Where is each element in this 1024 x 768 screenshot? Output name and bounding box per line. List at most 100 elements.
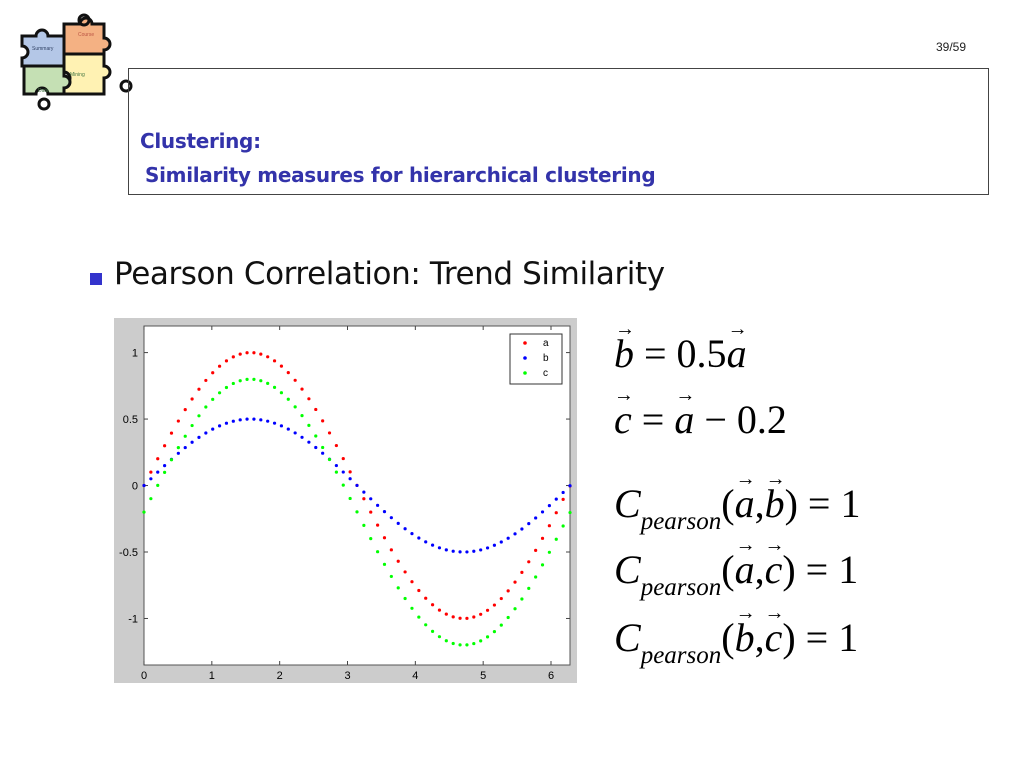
- data-point-b: [293, 431, 297, 435]
- data-point-a: [540, 536, 545, 540]
- data-point-a: [382, 536, 387, 540]
- data-point-c: [252, 377, 256, 381]
- data-point-b: [458, 550, 462, 554]
- puzzle-piece-mining: [62, 52, 112, 96]
- data-point-a: [163, 444, 167, 448]
- data-point-a: [479, 612, 483, 616]
- data-point-c: [451, 641, 455, 646]
- data-point-a: [231, 355, 235, 359]
- data-point-c: [176, 446, 180, 450]
- data-point-a: [327, 431, 332, 435]
- data-point-a: [520, 570, 524, 575]
- data-point-a: [561, 497, 565, 501]
- data-point-a: [252, 351, 256, 355]
- data-point-a: [492, 603, 497, 607]
- data-point-a: [547, 524, 551, 528]
- data-point-a: [266, 355, 270, 359]
- data-point-c: [520, 597, 524, 601]
- data-point-a: [293, 378, 297, 382]
- data-point-c: [396, 586, 400, 590]
- plot-area: [143, 325, 571, 666]
- data-point-c: [534, 575, 538, 579]
- data-point-b: [355, 483, 359, 488]
- data-point-c: [348, 496, 352, 501]
- data-point-c: [279, 391, 284, 395]
- data-point-a: [389, 548, 393, 552]
- y-tick-label: -1: [128, 613, 138, 625]
- data-point-c: [355, 510, 359, 514]
- bullet-marker: [90, 273, 102, 285]
- data-point-a: [362, 497, 366, 501]
- data-point-c: [389, 574, 393, 579]
- legend-label-c: c: [543, 368, 548, 379]
- data-point-b: [211, 427, 215, 431]
- data-point-b: [321, 451, 325, 455]
- data-point-b: [451, 549, 455, 553]
- data-point-b: [568, 484, 572, 488]
- data-point-a: [403, 570, 407, 574]
- data-point-a: [369, 510, 373, 514]
- data-point-a: [437, 608, 442, 612]
- data-point-b: [224, 421, 229, 425]
- data-point-b: [142, 483, 146, 488]
- data-point-b: [279, 424, 284, 428]
- data-point-c: [472, 641, 476, 646]
- data-point-c: [327, 457, 332, 462]
- data-point-c: [211, 397, 215, 401]
- data-point-c: [142, 510, 146, 514]
- data-point-b: [554, 497, 558, 501]
- data-point-c: [341, 483, 345, 487]
- data-point-c: [369, 537, 373, 541]
- data-point-c: [417, 615, 421, 619]
- data-point-c: [479, 639, 483, 643]
- puzzle-label-mining: Mining: [70, 72, 85, 78]
- x-tick-label: 1: [209, 670, 215, 682]
- y-tick-label: 0: [132, 481, 138, 493]
- bullet-text: Pearson Correlation: Trend Similarity: [114, 256, 665, 292]
- data-point-c: [149, 497, 153, 501]
- data-point-a: [183, 408, 187, 412]
- data-point-a: [197, 387, 201, 391]
- data-point-b: [231, 419, 235, 423]
- data-point-b: [362, 490, 366, 494]
- data-point-b: [163, 464, 167, 468]
- data-point-b: [499, 540, 503, 544]
- data-point-b: [410, 532, 414, 536]
- equation-b: b = 0.5a: [614, 330, 747, 377]
- puzzle-label-data: Data: [38, 88, 49, 94]
- data-point-c: [376, 550, 380, 554]
- data-point-b: [238, 418, 242, 422]
- sine-scatter-chart: 0 1 2 3 4 5 6 1 0.5 0 -0.5 -1 a b c: [114, 318, 577, 683]
- data-point-b: [465, 550, 469, 554]
- data-point-c: [190, 423, 194, 428]
- data-point-b: [369, 497, 373, 501]
- data-point-a: [176, 419, 180, 423]
- data-point-c: [540, 563, 545, 567]
- data-point-a: [259, 352, 263, 356]
- data-point-b: [183, 445, 187, 450]
- puzzle-label-summary: Summary: [32, 46, 54, 52]
- puzzle-logo: Course Summary Mining Data: [20, 13, 133, 111]
- data-point-c: [321, 445, 325, 450]
- legend-marker-c: [523, 371, 527, 375]
- data-point-c: [286, 397, 290, 401]
- data-point-c: [245, 377, 249, 381]
- data-point-b: [417, 536, 421, 540]
- data-point-b: [217, 424, 222, 428]
- page-number: 39/59: [936, 40, 967, 54]
- legend-label-b: b: [543, 353, 549, 364]
- data-point-c: [293, 405, 297, 409]
- data-point-a: [527, 560, 531, 564]
- data-point-c: [197, 414, 201, 418]
- data-point-a: [451, 615, 455, 619]
- data-point-b: [376, 503, 380, 507]
- data-point-a: [554, 511, 558, 515]
- data-point-b: [286, 427, 290, 431]
- data-point-a: [334, 443, 338, 448]
- data-point-c: [424, 623, 428, 627]
- data-point-c: [430, 629, 435, 633]
- data-point-b: [272, 421, 277, 425]
- data-point-a: [472, 615, 476, 619]
- data-point-a: [410, 580, 414, 584]
- equation-pearson-ac: Cpearson(a,c) = 1: [614, 546, 858, 602]
